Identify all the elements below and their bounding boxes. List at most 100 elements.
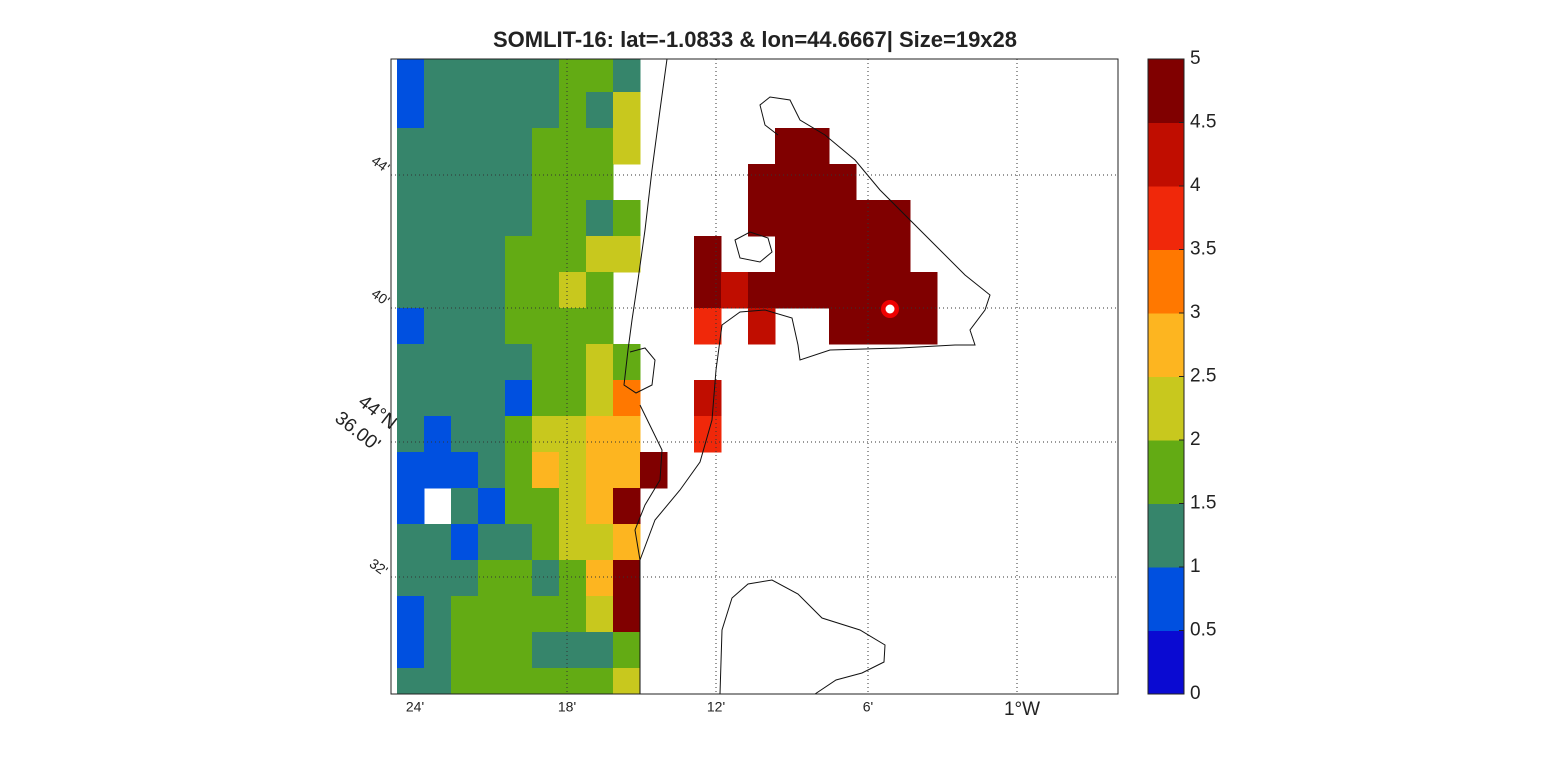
grid-cell bbox=[910, 272, 938, 309]
grid-cell bbox=[424, 308, 452, 345]
grid-cell bbox=[856, 308, 884, 345]
colorbar-tick-label: 3.5 bbox=[1190, 239, 1216, 260]
grid-cell bbox=[424, 92, 452, 129]
grid-cell bbox=[613, 452, 641, 489]
grid-cell bbox=[505, 128, 533, 165]
grid-cell bbox=[397, 596, 425, 633]
colorbar-swatch bbox=[1148, 59, 1184, 123]
grid-cell bbox=[478, 668, 506, 694]
grid-cell bbox=[451, 668, 479, 694]
grid-cell bbox=[775, 128, 803, 165]
grid-cell bbox=[451, 236, 479, 273]
grid-cell bbox=[478, 560, 506, 597]
grid-cell bbox=[451, 452, 479, 489]
grid-cell bbox=[586, 200, 614, 237]
grid-cell bbox=[424, 200, 452, 237]
colorbar-tick-label: 1.5 bbox=[1190, 493, 1216, 514]
grid-cell bbox=[478, 164, 506, 201]
map-title: SOMLIT-16: lat=-1.0833 & lon=44.6667| Si… bbox=[493, 27, 1017, 52]
grid-cell bbox=[532, 632, 560, 669]
grid-cell bbox=[505, 524, 533, 561]
grid-cell bbox=[451, 380, 479, 417]
grid-cell bbox=[505, 560, 533, 597]
grid-cell bbox=[478, 416, 506, 453]
colorbar-swatch bbox=[1148, 440, 1184, 504]
lon-label: 18' bbox=[558, 699, 576, 715]
grid-cell bbox=[478, 308, 506, 345]
colorbar-swatch bbox=[1148, 122, 1184, 187]
grid-cell bbox=[397, 560, 425, 597]
grid-cell bbox=[478, 632, 506, 669]
lat-label: 44' bbox=[369, 152, 393, 176]
grid-cell bbox=[559, 524, 587, 561]
grid-cell bbox=[559, 380, 587, 417]
grid-cell bbox=[613, 92, 641, 129]
grid-cell bbox=[775, 164, 803, 201]
grid-cell bbox=[586, 416, 614, 453]
grid-cell bbox=[775, 272, 803, 309]
grid-cell bbox=[478, 59, 506, 93]
colorbar-swatch bbox=[1148, 186, 1184, 250]
map-frame bbox=[390, 58, 1119, 695]
grid-cell bbox=[613, 128, 641, 165]
cell-layer bbox=[397, 59, 938, 694]
grid-cell bbox=[424, 452, 452, 489]
grid-cell bbox=[586, 488, 614, 525]
coastline bbox=[623, 59, 991, 694]
colorbar: 0 0.5 1 1.5 2 2.5 3 3.5 4 4.5 5 bbox=[1147, 48, 1216, 704]
grid-cell bbox=[505, 92, 533, 129]
grid-cell bbox=[397, 668, 425, 694]
grid-cell bbox=[397, 344, 425, 381]
grid-cell bbox=[559, 200, 587, 237]
grid-cell bbox=[883, 236, 911, 273]
grid-cell bbox=[586, 596, 614, 633]
lon-label: 6' bbox=[863, 699, 873, 715]
grid-cell bbox=[613, 596, 641, 633]
grid-cell bbox=[397, 236, 425, 273]
grid-cell bbox=[397, 416, 425, 453]
grid-cell bbox=[613, 524, 641, 561]
grid-cell bbox=[586, 560, 614, 597]
grid-cell bbox=[424, 164, 452, 201]
colorbar-tick-label: 5 bbox=[1190, 48, 1201, 69]
grid-cell bbox=[451, 128, 479, 165]
grid-cell bbox=[748, 200, 776, 237]
grid-cell bbox=[559, 59, 587, 93]
grid-cell bbox=[532, 92, 560, 129]
grid-cell bbox=[505, 416, 533, 453]
lon-labels: 24' 18' 12' 6' 1°W bbox=[406, 699, 1040, 720]
grid-cell bbox=[856, 236, 884, 273]
grid-cell bbox=[451, 59, 479, 93]
colorbar-tick-label: 4 bbox=[1190, 175, 1201, 196]
grid-cell bbox=[451, 272, 479, 309]
grid-cell bbox=[397, 380, 425, 417]
grid-cell bbox=[451, 344, 479, 381]
grid-cell bbox=[613, 236, 641, 273]
grid-cell bbox=[397, 128, 425, 165]
grid-cell bbox=[586, 632, 614, 669]
grid-cell bbox=[478, 128, 506, 165]
grid-cell bbox=[532, 344, 560, 381]
grid-cell bbox=[397, 272, 425, 309]
grid-cell bbox=[586, 380, 614, 417]
grid-cell bbox=[613, 560, 641, 597]
colorbar-swatch bbox=[1148, 630, 1184, 695]
grid-cell bbox=[505, 200, 533, 237]
grid-cell bbox=[397, 308, 425, 345]
grid-cell bbox=[397, 524, 425, 561]
grid-cell bbox=[829, 272, 857, 309]
grid-cell bbox=[478, 380, 506, 417]
grid-cell bbox=[478, 272, 506, 309]
grid-cell bbox=[829, 200, 857, 237]
grid-cell bbox=[424, 59, 452, 93]
grid-cell bbox=[505, 164, 533, 201]
grid-cell bbox=[397, 59, 425, 93]
grid-cell bbox=[424, 272, 452, 309]
grid-cell bbox=[451, 308, 479, 345]
grid-cell bbox=[451, 596, 479, 633]
grid-cell bbox=[802, 200, 830, 237]
grid-cell bbox=[748, 308, 776, 345]
grid-cell bbox=[559, 344, 587, 381]
grid-cell bbox=[532, 488, 560, 525]
grid-cell bbox=[424, 524, 452, 561]
